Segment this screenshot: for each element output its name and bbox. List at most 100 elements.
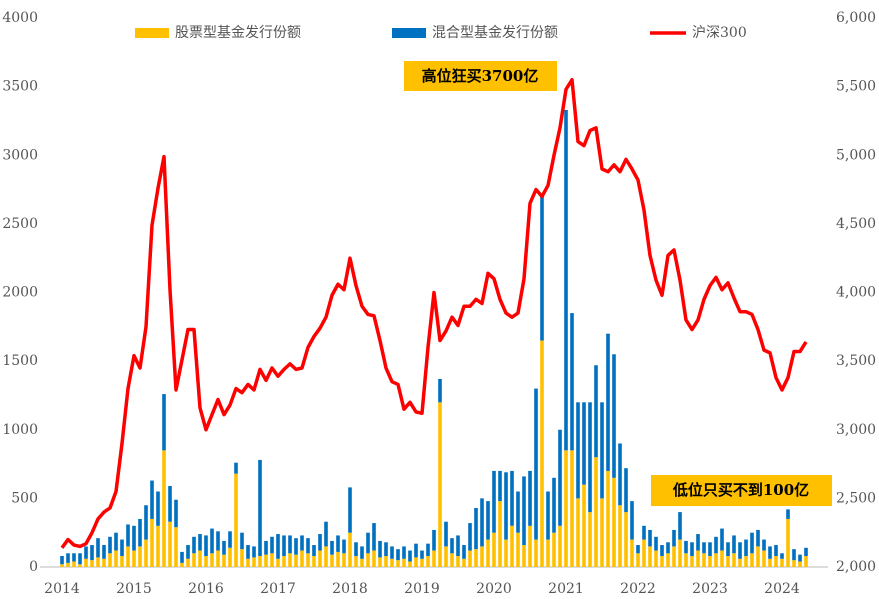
line [60, 78, 808, 549]
bar [750, 553, 754, 567]
bar [546, 491, 550, 540]
bar [468, 550, 472, 567]
bar [336, 535, 340, 552]
bar [174, 499, 178, 528]
bar [294, 554, 298, 567]
bar [252, 546, 256, 558]
x-tick-label: 2019 [404, 581, 440, 597]
bar [174, 527, 178, 567]
bar [642, 525, 646, 540]
bar [498, 470, 502, 502]
bar [570, 313, 574, 451]
bar [438, 402, 442, 567]
bar [618, 505, 622, 567]
bar [654, 536, 658, 551]
bar [342, 553, 346, 567]
bar [258, 459, 262, 557]
bar [102, 558, 106, 567]
bar [246, 545, 250, 559]
bar [390, 558, 394, 567]
bar [210, 553, 214, 567]
bar [522, 545, 526, 567]
x-tick-label: 2024 [764, 581, 800, 597]
y2-tick-label: 6,000 [836, 10, 876, 26]
y2-tick-label: 4,500 [836, 216, 876, 232]
bar [162, 450, 166, 567]
bar [216, 531, 220, 551]
bar [726, 542, 730, 557]
bar [624, 468, 628, 513]
bar [276, 558, 280, 567]
bar [120, 556, 124, 567]
bar [378, 540, 382, 558]
bar [114, 550, 118, 567]
bar [636, 545, 640, 554]
bar [276, 534, 280, 559]
bar [564, 109, 568, 451]
bar [540, 340, 544, 567]
legend-label: 沪深300 [692, 25, 747, 41]
y-tick-label: 1500 [2, 353, 38, 369]
y-tick-label: 0 [29, 559, 38, 575]
x-tick-label: 2016 [188, 581, 224, 597]
bar [648, 529, 652, 547]
bar [606, 470, 610, 567]
bar [138, 546, 142, 567]
annotation: 高位狂买3700亿 [422, 67, 539, 85]
bar [594, 457, 598, 567]
legend-label: 混合型基金发行份额 [432, 24, 558, 41]
bar [360, 558, 364, 567]
bar [336, 551, 340, 567]
bar [234, 462, 238, 474]
bar [678, 539, 682, 567]
bar [270, 553, 274, 567]
y-tick-label: 1000 [2, 422, 38, 438]
bar [300, 535, 304, 551]
bar [60, 564, 64, 567]
bar [90, 560, 94, 567]
bar [588, 512, 592, 567]
bar [630, 501, 634, 540]
bar [240, 532, 244, 550]
bar [774, 556, 778, 567]
bar [72, 561, 76, 567]
bar [708, 542, 712, 557]
bar [384, 542, 388, 557]
bar [78, 553, 82, 565]
bar [414, 557, 418, 567]
bar [348, 487, 352, 533]
bar [432, 529, 436, 551]
bar [690, 542, 694, 557]
bar [714, 553, 718, 567]
bar [462, 545, 466, 559]
bar [144, 505, 148, 540]
bar [582, 402, 586, 485]
bar [168, 521, 172, 567]
bar [594, 365, 598, 458]
bar [330, 540, 334, 555]
x-tick-label: 2017 [260, 581, 296, 597]
bar [606, 333, 610, 471]
y-tick-label: 2500 [2, 216, 38, 232]
annotation-box [404, 61, 557, 91]
bar [366, 532, 370, 554]
bar [420, 558, 424, 567]
bar [126, 524, 130, 547]
bar [504, 472, 508, 540]
bar [198, 550, 202, 567]
bar [222, 540, 226, 555]
bar [66, 553, 70, 563]
bar [546, 539, 550, 567]
bar [450, 538, 454, 554]
bar [468, 523, 472, 551]
bar [738, 542, 742, 559]
bar [156, 491, 160, 526]
y2-tick-label: 2,500 [836, 490, 876, 506]
bar [684, 540, 688, 554]
bar [486, 539, 490, 567]
bar [534, 539, 538, 567]
bar [180, 551, 184, 563]
bar [636, 553, 640, 567]
